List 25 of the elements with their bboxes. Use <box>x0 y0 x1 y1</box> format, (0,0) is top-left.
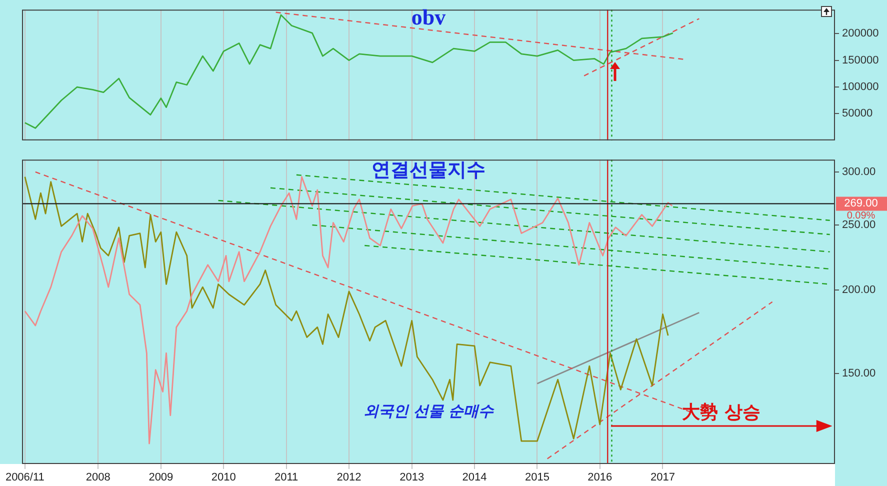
y-tick-label: 200.00 <box>842 284 876 296</box>
x-tick-label: 2015 <box>524 472 550 484</box>
series-label: 외국인 선물 순매수 <box>363 402 495 420</box>
x-tick-label: 2008 <box>86 472 110 484</box>
chart-title: 연결선물지수 <box>372 159 486 182</box>
x-tick-label: 2011 <box>274 472 298 484</box>
y-tick-label: 300.00 <box>842 166 876 178</box>
x-tick-label: 2014 <box>462 472 487 484</box>
x-tick-label: 2010 <box>211 472 236 484</box>
ref-line-label: 269.00 <box>844 198 878 210</box>
text: 0.09% <box>846 210 876 222</box>
x-tick-label: 2012 <box>336 472 362 484</box>
y-tick-label: 150.00 <box>842 368 876 380</box>
chart-title: obv <box>411 4 446 30</box>
y-tick-label: 50000 <box>842 108 873 120</box>
y-tick-label: 250.00 <box>842 219 876 232</box>
x-tick-label: 2016 <box>588 472 612 484</box>
x-tick-label: 2013 <box>400 472 424 484</box>
x-tick-label: 2009 <box>148 472 174 484</box>
annotation: 大勢 상승 <box>681 402 760 424</box>
x-tick-label: 2017 <box>650 472 675 484</box>
x-tick-label: 2006/11 <box>5 472 44 484</box>
y-tick-label: 150000 <box>842 54 879 66</box>
y-tick-label: 100000 <box>842 81 879 94</box>
y-tick-label: 200000 <box>842 28 879 40</box>
